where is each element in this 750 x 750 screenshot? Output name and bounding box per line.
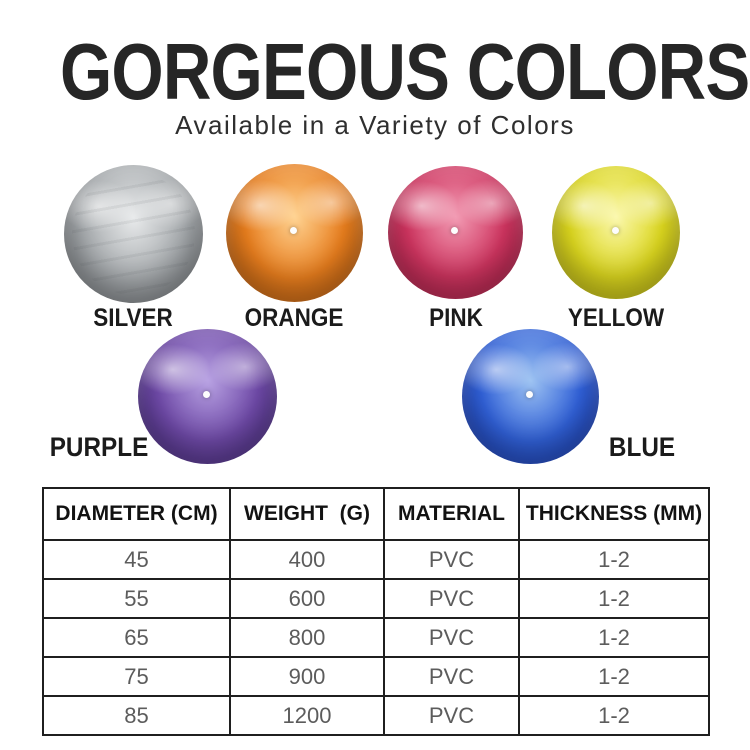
ball-label-silver: SILVER [93, 304, 173, 332]
ball-silver [64, 165, 203, 303]
table-cell: PVC [383, 578, 520, 619]
ball-label-yellow: YELLOW [567, 304, 665, 332]
table-row: 55 600 PVC 1-2 [42, 578, 710, 619]
table-cell: PVC [383, 539, 520, 580]
ball-label-orange: ORANGE [244, 304, 344, 332]
ball-yellow [552, 166, 680, 299]
valve-dot [451, 227, 459, 235]
ball-label-purple: PURPLE [49, 432, 149, 462]
table-cell: 1-2 [518, 695, 710, 736]
ball-label-blue: BLUE [608, 432, 676, 462]
table-cell: 600 [229, 578, 385, 619]
col-header-diameter: DIAMETER (CM) [42, 487, 231, 541]
ball-purple [138, 329, 277, 464]
valve-dot [526, 391, 534, 399]
table-cell: 85 [42, 695, 231, 736]
table-cell: 800 [229, 617, 385, 658]
ball-orange [226, 164, 363, 302]
table-cell: 1-2 [518, 656, 710, 697]
table-cell: 900 [229, 656, 385, 697]
col-header-thickness: THICKNESS (MM) [518, 487, 710, 541]
spec-table: DIAMETER (CM) WEIGHT (G) MATERIAL THICKN… [42, 487, 710, 736]
col-header-material: MATERIAL [383, 487, 520, 541]
ball-pink [388, 166, 523, 299]
ball-label-pink: PINK [429, 304, 483, 332]
table-cell: 55 [42, 578, 231, 619]
table-cell: PVC [383, 656, 520, 697]
table-row: 75 900 PVC 1-2 [42, 656, 710, 697]
table-row: 45 400 PVC 1-2 [42, 539, 710, 580]
table-cell: 1200 [229, 695, 385, 736]
table-cell: 45 [42, 539, 231, 580]
table-cell: 65 [42, 617, 231, 658]
table-cell: PVC [383, 695, 520, 736]
table-cell: PVC [383, 617, 520, 658]
table-cell: 1-2 [518, 578, 710, 619]
valve-dot [290, 227, 298, 235]
col-header-weight: WEIGHT (G) [229, 487, 385, 541]
table-cell: 1-2 [518, 539, 710, 580]
table-header-row: DIAMETER (CM) WEIGHT (G) MATERIAL THICKN… [42, 487, 710, 541]
page-title: GORGEOUS COLORS [60, 27, 750, 116]
silver-streaks-texture [72, 173, 195, 295]
table-cell: 75 [42, 656, 231, 697]
ball-blue [462, 329, 599, 464]
table-cell: 1-2 [518, 617, 710, 658]
table-cell: 400 [229, 539, 385, 580]
table-row: 65 800 PVC 1-2 [42, 617, 710, 658]
table-row: 85 1200 PVC 1-2 [42, 695, 710, 736]
valve-dot [612, 227, 620, 235]
valve-dot [203, 391, 211, 399]
page-subtitle: Available in a Variety of Colors [175, 110, 575, 140]
